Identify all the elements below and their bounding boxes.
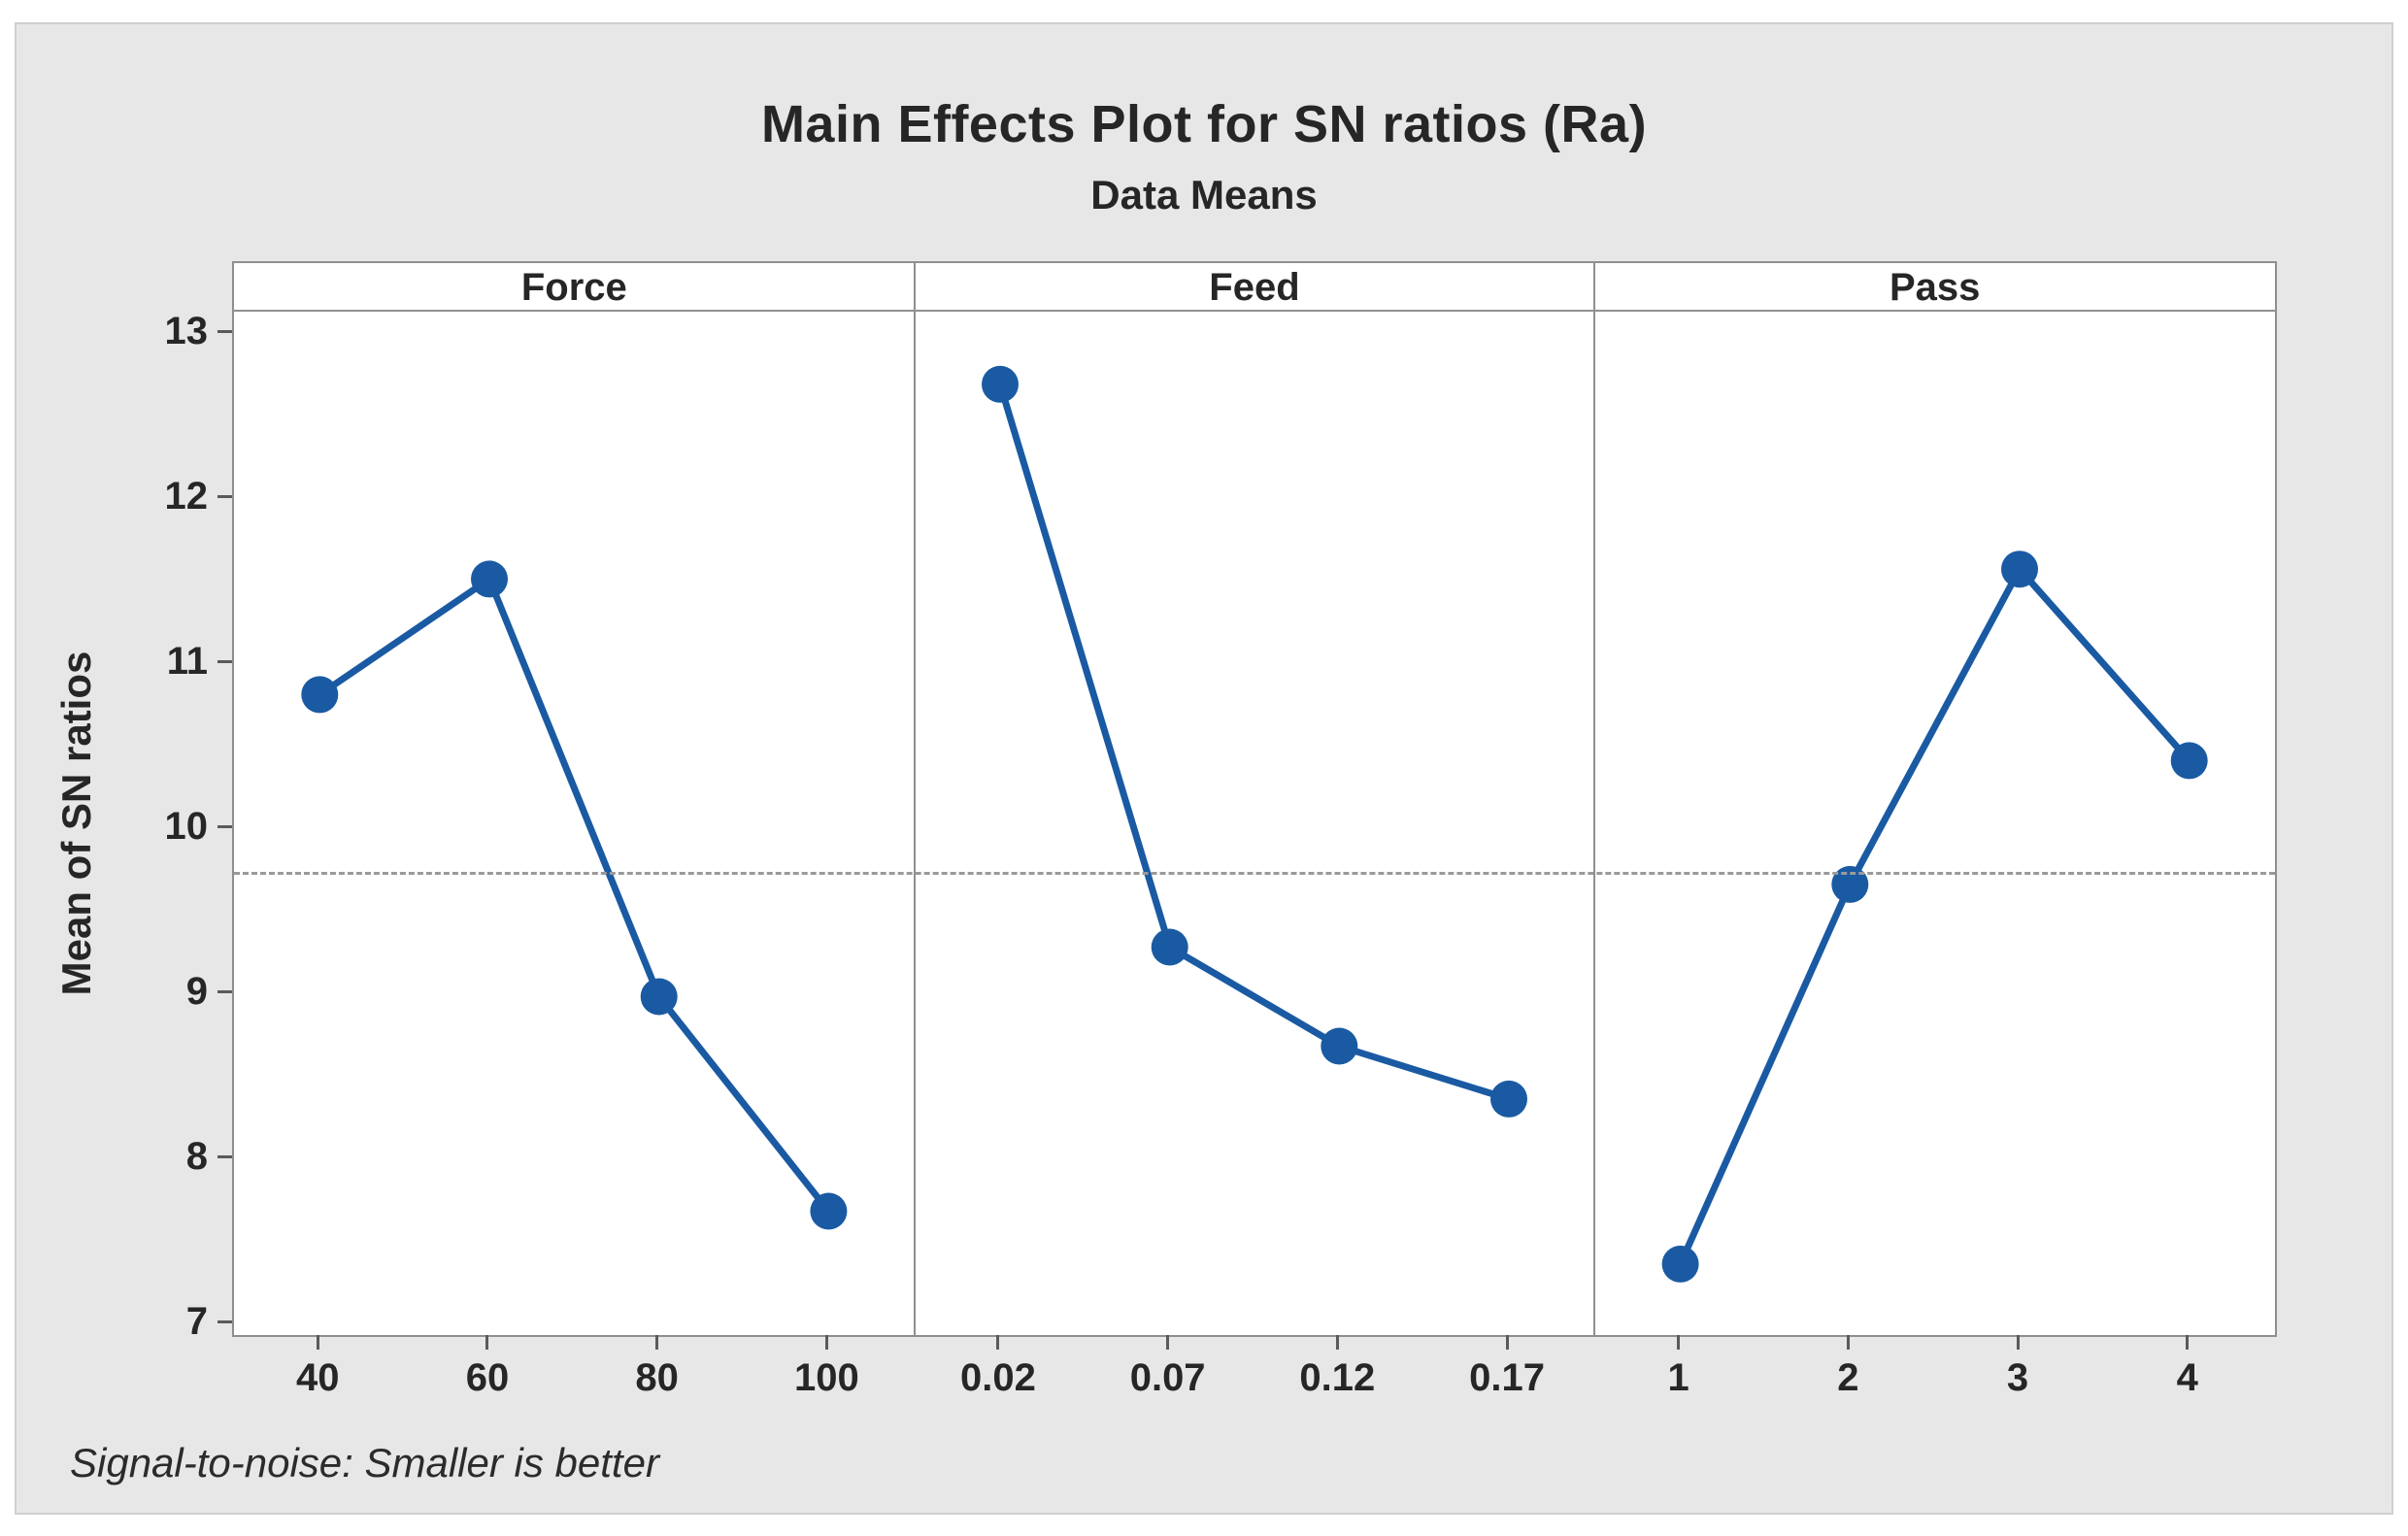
chart-subtitle: Data Means <box>1090 172 1318 217</box>
data-point-feed-0.07 <box>1151 928 1188 966</box>
y-tick-label-11: 11 <box>166 640 208 684</box>
x-tick-label-pass-1: 1 <box>1667 1356 1689 1399</box>
mean-reference-line <box>234 871 2275 875</box>
data-point-force-60 <box>471 560 508 598</box>
data-point-pass-1 <box>1661 1245 1699 1283</box>
x-tick-mark <box>485 1335 489 1350</box>
y-tick-mark <box>217 329 232 333</box>
y-tick-label-8: 8 <box>185 1135 208 1179</box>
y-tick-label-13: 13 <box>164 310 209 353</box>
data-point-force-80 <box>640 978 678 1016</box>
data-point-force-100 <box>810 1192 848 1230</box>
line-chart-canvas <box>301 365 2208 1283</box>
x-tick-label-pass-2: 2 <box>1837 1356 1859 1399</box>
y-tick-label-9: 9 <box>185 970 208 1014</box>
panel-header-force: Force <box>520 266 627 309</box>
plot-area: Force Feed Pass <box>232 261 2277 1337</box>
x-tick-label-pass-4: 4 <box>2176 1356 2198 1399</box>
data-point-pass-3 <box>2001 551 2038 588</box>
x-tick-mark <box>1335 1335 1339 1350</box>
y-tick-mark <box>217 659 232 663</box>
footer-note: Signal-to-noise: Smaller is better <box>70 1440 659 1486</box>
series-line-force <box>318 574 832 1214</box>
panel-header-strip <box>234 263 2275 312</box>
x-tick-label-force-40: 40 <box>296 1356 340 1399</box>
x-tick-mark <box>1166 1335 1170 1350</box>
x-tick-label-force-60: 60 <box>465 1356 510 1399</box>
data-point-feed-0.02 <box>982 365 1019 403</box>
y-tick-mark <box>217 494 232 498</box>
data-point-pass-2 <box>1831 865 1869 903</box>
y-tick-label-7: 7 <box>185 1300 208 1344</box>
y-tick-label-10: 10 <box>164 805 209 849</box>
x-tick-mark <box>824 1335 828 1350</box>
x-tick-label-feed-0.07: 0.07 <box>1129 1356 1206 1399</box>
chart-title: Main Effects Plot for SN ratios (Ra) <box>760 95 1648 153</box>
y-tick-mark <box>217 989 232 993</box>
series-line-pass <box>1677 563 2192 1266</box>
x-tick-mark <box>1677 1335 1681 1350</box>
y-tick-mark <box>217 824 232 828</box>
x-tick-mark <box>2016 1335 2020 1350</box>
x-tick-label-force-80: 80 <box>635 1356 679 1399</box>
y-tick-label-12: 12 <box>164 475 209 518</box>
x-tick-label-force-100: 100 <box>794 1356 859 1399</box>
data-point-feed-0.12 <box>1321 1027 1358 1065</box>
x-tick-mark <box>1505 1335 1509 1350</box>
panel-header-feed: Feed <box>1209 266 1300 309</box>
panel-divider <box>1593 263 1596 1335</box>
x-tick-label-feed-0.17: 0.17 <box>1469 1356 1545 1399</box>
data-point-pass-4 <box>2170 742 2208 780</box>
main-effects-plot-figure: Main Effects Plot for SN ratios (Ra) Dat… <box>15 22 2393 1515</box>
x-tick-mark <box>1846 1335 1850 1350</box>
x-tick-mark <box>316 1335 319 1350</box>
data-point-force-40 <box>301 676 339 714</box>
series-line-feed <box>996 383 1511 1103</box>
y-tick-mark <box>217 1154 232 1158</box>
x-tick-mark <box>655 1335 659 1350</box>
data-point-feed-0.17 <box>1490 1080 1527 1118</box>
x-tick-label-feed-0.12: 0.12 <box>1299 1356 1376 1399</box>
x-tick-mark <box>996 1335 1000 1350</box>
y-tick-mark <box>217 1319 232 1323</box>
panel-header-pass: Pass <box>1889 266 1981 309</box>
panel-divider <box>913 263 916 1335</box>
x-tick-mark <box>2186 1335 2190 1350</box>
x-tick-label-feed-0.02: 0.02 <box>960 1356 1036 1399</box>
x-tick-label-pass-3: 3 <box>2006 1356 2029 1399</box>
